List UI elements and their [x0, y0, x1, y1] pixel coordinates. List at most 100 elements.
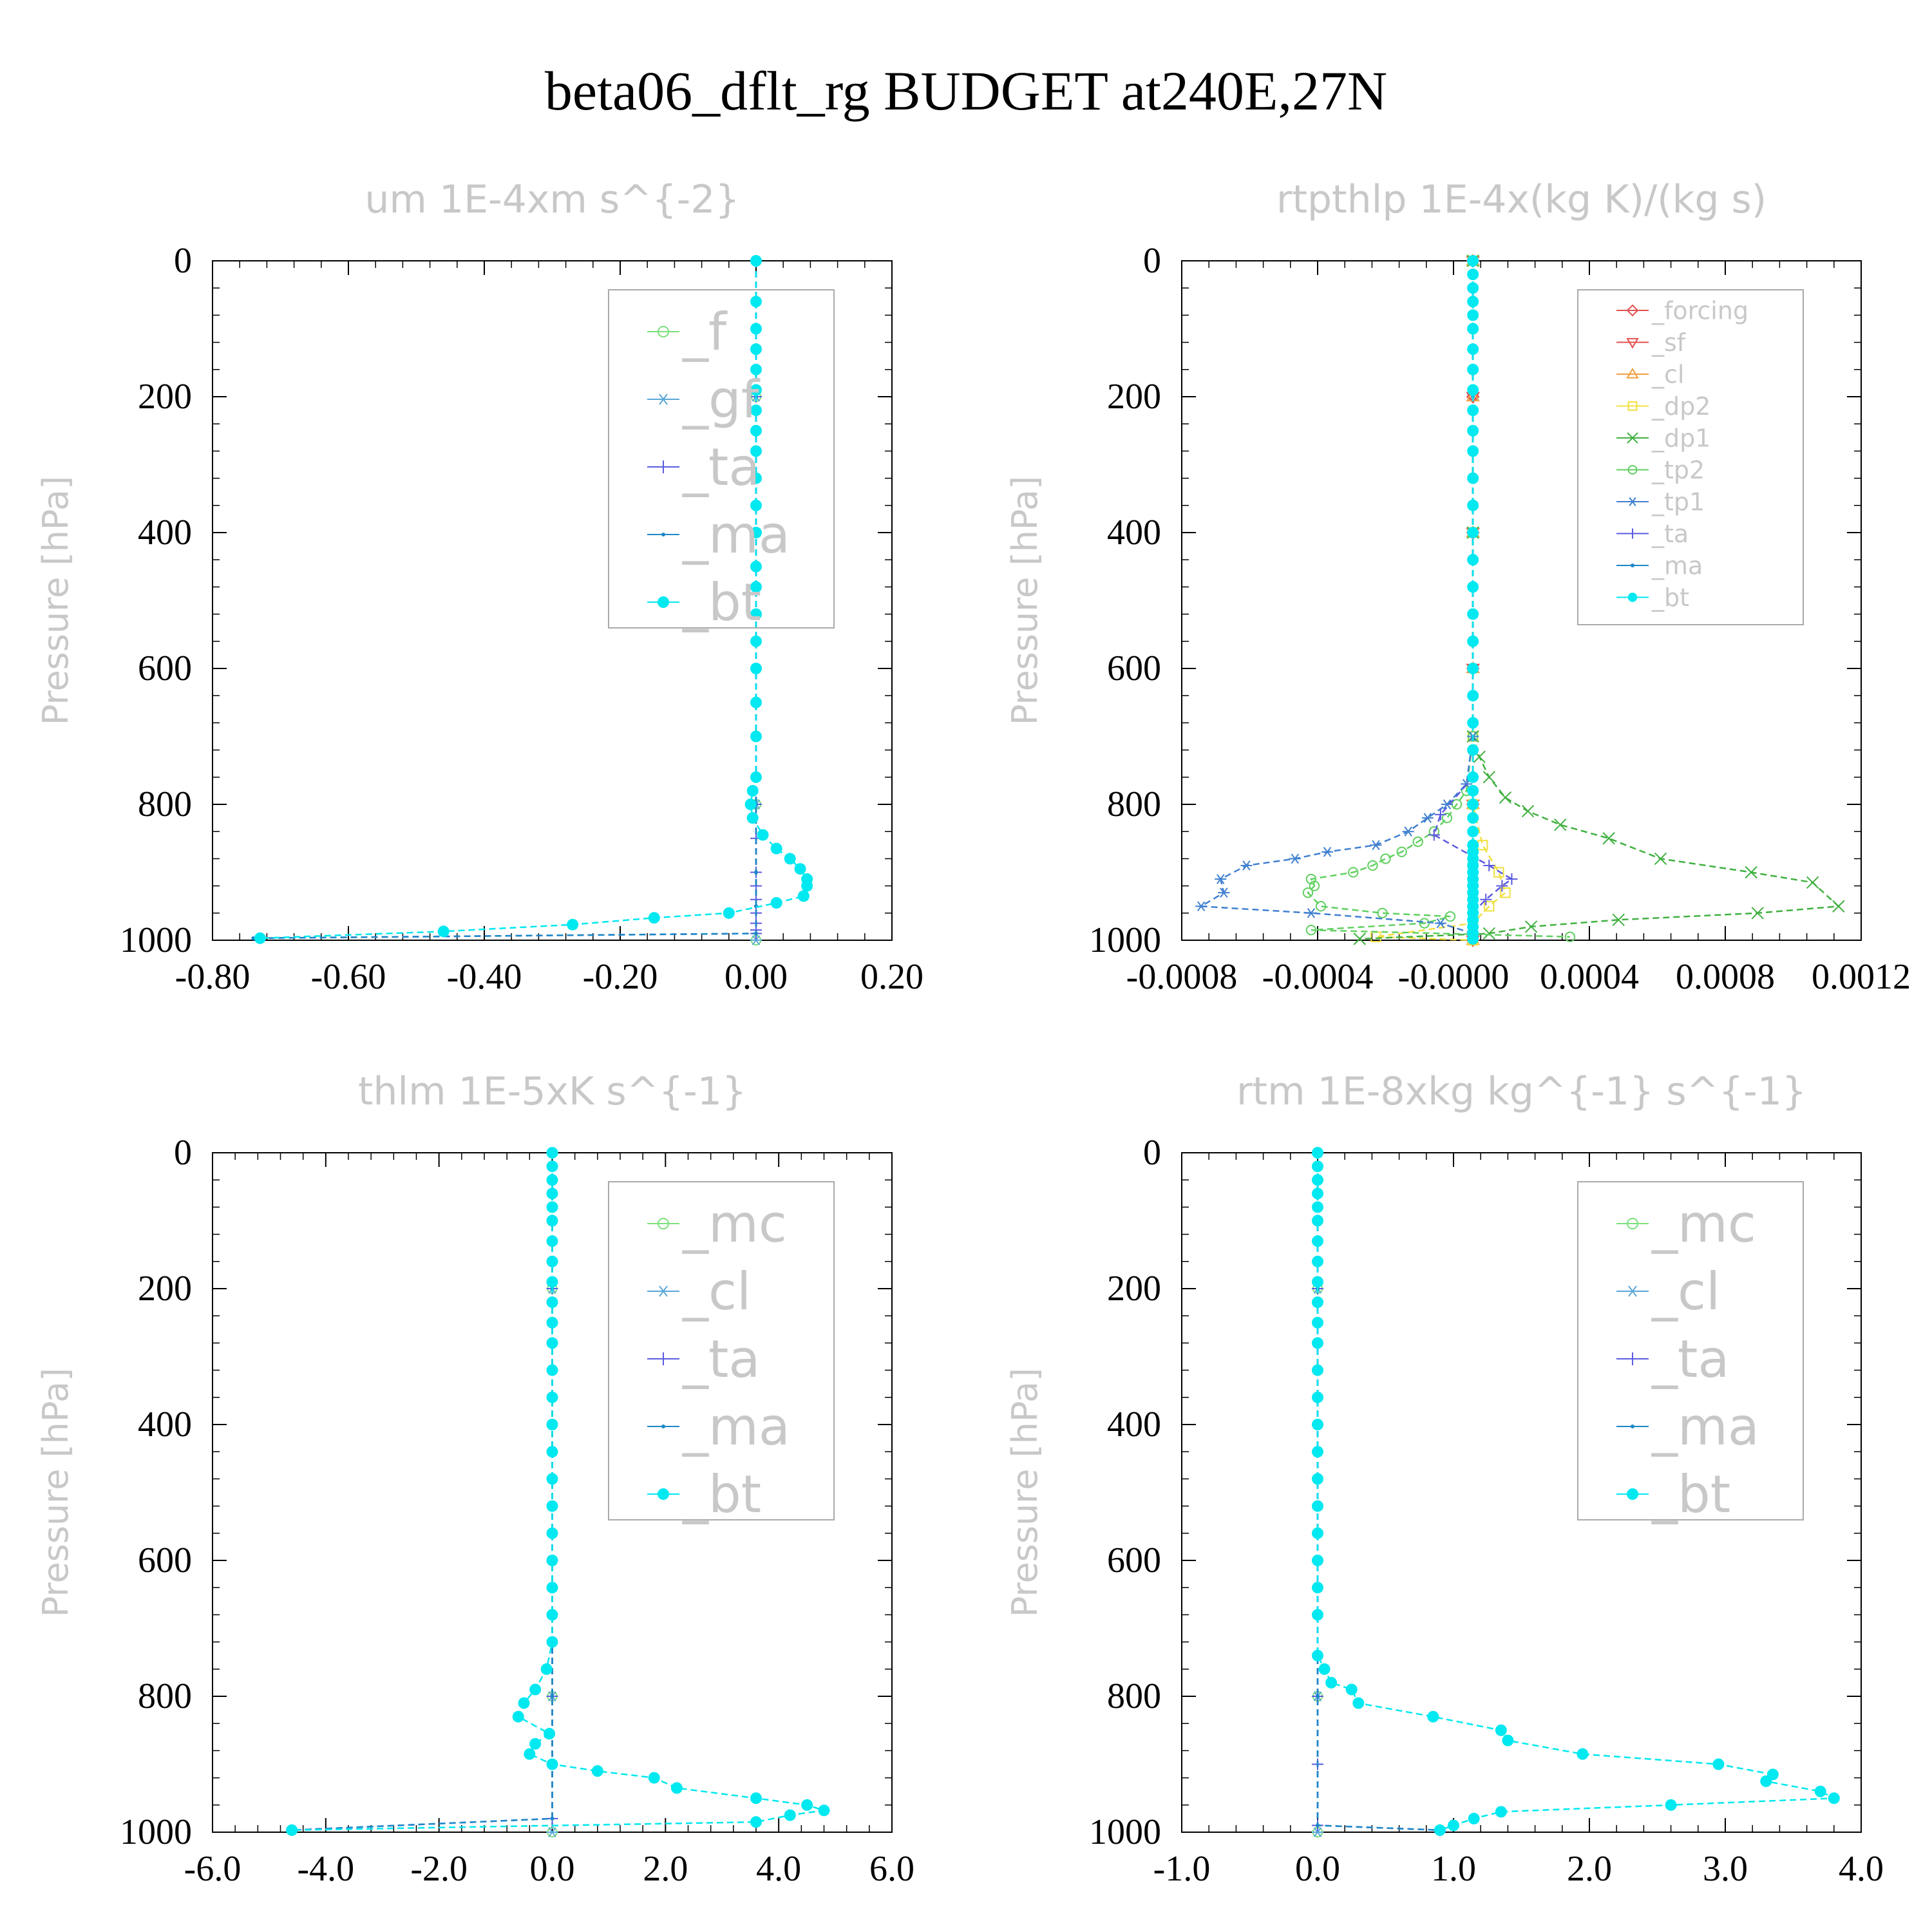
data-point — [1814, 1785, 1826, 1797]
legend-marker — [658, 1218, 669, 1229]
y-tick-label: 0 — [174, 1133, 192, 1173]
legend-label: _tp1 — [1651, 488, 1705, 516]
y-tick-label: 1000 — [1089, 1812, 1161, 1852]
legend-entry-dp2: _dp2 — [1616, 392, 1710, 421]
y-axis-label: Pressure [hPa] — [35, 1368, 76, 1617]
data-point — [754, 870, 758, 875]
series-bt — [1467, 255, 1479, 945]
data-point — [1467, 933, 1479, 945]
data-point — [797, 890, 810, 902]
legend-marker — [1626, 1352, 1639, 1365]
chart-panel-3: thlm 1E-5xK s^{-1} Pressure [hPa] -6.0 -4.0… — [35, 1069, 914, 1889]
data-point — [1312, 1174, 1323, 1186]
x-tick-label: -0.0004 — [1262, 957, 1374, 997]
data-point — [1500, 887, 1511, 898]
legend-label: _f — [682, 302, 728, 362]
legend-label: _ta — [1651, 520, 1689, 548]
data-point — [648, 912, 660, 924]
legend-box — [608, 289, 835, 629]
data-point — [770, 842, 782, 855]
legend-marker — [1626, 1285, 1639, 1297]
data-point — [1665, 1799, 1677, 1811]
figure-title: beta06_dflt_rg BUDGET at240E,27N — [545, 60, 1387, 122]
legend-entry-ma: _ma — [1616, 551, 1703, 580]
data-point — [794, 863, 806, 875]
data-point — [546, 1391, 558, 1403]
data-point — [1467, 608, 1479, 620]
legend-entry-cl: _cl — [1616, 360, 1684, 388]
data-point — [750, 255, 762, 267]
legend: _mc _cl _ta _ma _bt — [1577, 1181, 1804, 1524]
data-point — [1448, 1819, 1459, 1832]
legend-marker — [1627, 1488, 1638, 1500]
data-point — [540, 1663, 553, 1675]
data-point — [750, 527, 762, 538]
data-point — [546, 1147, 558, 1159]
data-point — [1467, 472, 1479, 484]
data-point — [1316, 1823, 1320, 1828]
data-point — [754, 931, 758, 936]
data-point — [1499, 791, 1512, 804]
x-tick-label: 4.0 — [756, 1849, 801, 1889]
data-point — [750, 663, 762, 674]
y-tick-label: 1000 — [120, 1812, 192, 1852]
data-point — [1602, 832, 1615, 845]
x-tick-label: -0.0008 — [1126, 957, 1238, 997]
legend-entry-f: _f — [647, 302, 728, 362]
legend-label: _bt — [682, 1464, 761, 1524]
data-point — [1312, 1827, 1323, 1837]
legend-box — [1577, 289, 1804, 625]
data-point — [1370, 840, 1382, 851]
data-point — [546, 1316, 558, 1329]
data-point — [750, 1816, 762, 1828]
data-point — [1467, 527, 1479, 538]
legend-label: _mc — [682, 1194, 787, 1254]
data-point — [1312, 1160, 1323, 1173]
data-point — [1467, 799, 1479, 810]
legend-label: _bt — [1651, 583, 1689, 612]
legend-marker — [1627, 465, 1638, 475]
data-point — [1380, 853, 1391, 864]
series-line — [1307, 261, 1570, 938]
legend-marker — [1627, 432, 1638, 444]
data-point — [546, 1636, 558, 1648]
data-point — [1828, 1792, 1840, 1804]
data-point — [1428, 829, 1440, 841]
legend-label: _ma — [682, 1397, 790, 1457]
data-point — [1305, 924, 1317, 936]
data-point — [1502, 1734, 1514, 1747]
legend-entry-bt: _bt — [647, 1464, 761, 1524]
data-point — [1467, 690, 1479, 702]
data-point — [801, 1799, 813, 1811]
data-point — [1312, 1364, 1323, 1376]
legend-marker — [657, 393, 670, 405]
y-tick-label: 600 — [1107, 1540, 1161, 1580]
data-point — [546, 1276, 558, 1288]
x-tick-label: 0.20 — [860, 957, 923, 997]
data-point — [546, 1235, 558, 1247]
data-point — [1467, 663, 1479, 674]
data-point — [1312, 1337, 1323, 1349]
data-point — [1305, 873, 1317, 885]
y-axis-label: Pressure [hPa] — [1005, 1368, 1045, 1617]
data-point — [1352, 1697, 1365, 1709]
data-point — [1467, 323, 1479, 335]
series-bt — [286, 1147, 830, 1836]
data-point — [1315, 901, 1327, 912]
y-tick-label: 200 — [138, 1269, 192, 1309]
y-axis-label: Pressure [hPa] — [35, 476, 76, 725]
data-point — [1484, 901, 1495, 912]
legend-box — [608, 1181, 835, 1520]
data-point — [546, 1500, 558, 1512]
data-point — [1312, 1473, 1323, 1485]
y-tick-label: 800 — [138, 784, 192, 824]
data-point — [1467, 771, 1479, 783]
data-point — [1309, 880, 1320, 891]
data-point — [1434, 808, 1446, 820]
legend-entry-tp2: _tp2 — [1616, 456, 1705, 484]
data-point — [1495, 1724, 1507, 1736]
data-point — [648, 1772, 660, 1784]
panels: um 1E-4xm s^{-2} Pressure [hPa] -0.80 -0.60… — [35, 177, 1911, 1889]
legend-entry-bt: _bt — [1616, 583, 1689, 612]
legend-label: _bt — [1651, 1464, 1730, 1524]
